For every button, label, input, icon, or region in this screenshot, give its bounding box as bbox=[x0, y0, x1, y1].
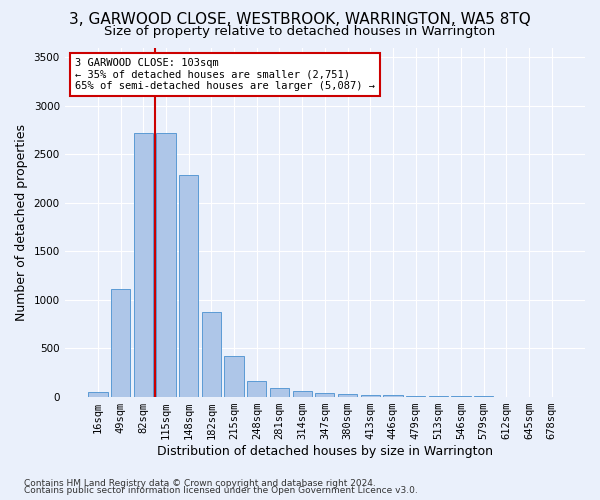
Bar bbox=[247, 380, 266, 396]
Text: Size of property relative to detached houses in Warrington: Size of property relative to detached ho… bbox=[104, 25, 496, 38]
Bar bbox=[270, 388, 289, 396]
Bar bbox=[224, 356, 244, 397]
Bar bbox=[111, 289, 130, 397]
Text: 3 GARWOOD CLOSE: 103sqm
← 35% of detached houses are smaller (2,751)
65% of semi: 3 GARWOOD CLOSE: 103sqm ← 35% of detache… bbox=[75, 58, 375, 91]
Y-axis label: Number of detached properties: Number of detached properties bbox=[15, 124, 28, 320]
Bar bbox=[338, 394, 357, 396]
Bar bbox=[179, 174, 199, 396]
Bar bbox=[293, 392, 312, 396]
Bar bbox=[315, 392, 334, 396]
Text: 3, GARWOOD CLOSE, WESTBROOK, WARRINGTON, WA5 8TQ: 3, GARWOOD CLOSE, WESTBROOK, WARRINGTON,… bbox=[69, 12, 531, 28]
Bar bbox=[361, 394, 380, 396]
Bar bbox=[88, 392, 107, 396]
Bar bbox=[157, 133, 176, 396]
Bar bbox=[202, 312, 221, 396]
Text: Contains HM Land Registry data © Crown copyright and database right 2024.: Contains HM Land Registry data © Crown c… bbox=[24, 478, 376, 488]
Bar bbox=[383, 395, 403, 396]
Bar bbox=[134, 133, 153, 396]
Text: Contains public sector information licensed under the Open Government Licence v3: Contains public sector information licen… bbox=[24, 486, 418, 495]
X-axis label: Distribution of detached houses by size in Warrington: Distribution of detached houses by size … bbox=[157, 444, 493, 458]
